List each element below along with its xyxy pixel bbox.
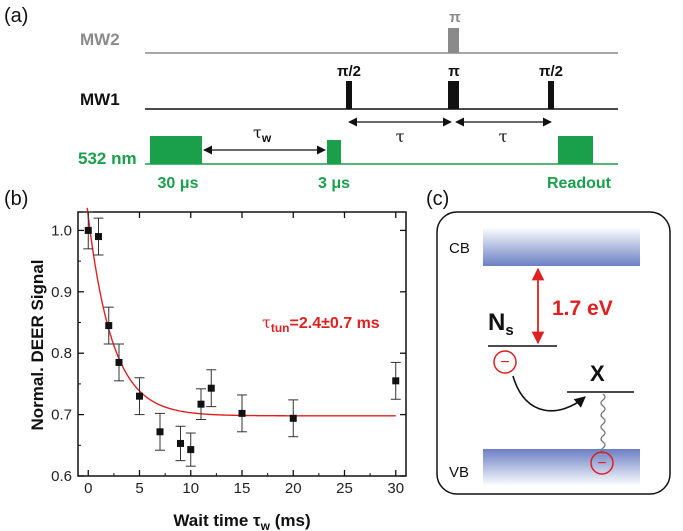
tau-w-label: τw <box>253 123 272 145</box>
x-tick-label: 5 <box>135 480 143 497</box>
mw2-label: MW2 <box>80 30 120 49</box>
mw1-pi-pulse <box>448 81 459 109</box>
data-point <box>238 409 246 417</box>
band-diagram-panel: (c) CB VB 1.7 eV Ns − X − <box>426 188 671 495</box>
data-point <box>207 384 215 392</box>
laser-label-readout: Readout <box>547 175 612 192</box>
tunneling-coil <box>600 393 606 455</box>
y-tick-label: 0.9 <box>51 284 72 301</box>
mw2-pi-pulse <box>448 28 459 53</box>
x-tick-label: 15 <box>234 480 251 497</box>
panel-label-a: (a) <box>4 5 28 27</box>
y-tick-label: 0.6 <box>51 468 72 485</box>
x-defect-label: X <box>590 361 605 386</box>
tau-label-2: τ <box>499 127 508 146</box>
data-point <box>115 358 123 366</box>
pulse-sequence-panel: (a) MW2 π MW1 π/2 π π/2 τ τ 532 nm τw 30… <box>4 5 618 192</box>
mw1-label: MW1 <box>80 90 120 109</box>
cb-label: CB <box>449 240 470 257</box>
data-point <box>156 428 164 436</box>
mw1-pulse-label-1: π/2 <box>337 63 361 80</box>
svg-text:−: − <box>500 354 509 371</box>
mw1-pulse-label-3: π/2 <box>539 63 563 80</box>
y-tick-label: 0.8 <box>51 345 72 362</box>
x-tick-label: 10 <box>182 480 199 497</box>
data-point <box>289 414 297 422</box>
fit-annotation: τtun=2.4±0.7 ms <box>262 313 380 335</box>
data-point <box>84 226 92 234</box>
panel-label-b: (b) <box>4 188 28 210</box>
plot-frame <box>77 211 407 477</box>
data-point <box>95 233 102 241</box>
mw1-pulse-label-2: π <box>448 63 460 80</box>
tau-label-1: τ <box>396 127 405 146</box>
data-point <box>187 446 195 454</box>
x-axis-label: Wait time τw (ms) <box>173 511 310 531</box>
mw1-pi-half-pulse-2 <box>548 81 554 109</box>
electron-transfer-arrow <box>512 375 586 412</box>
data-point <box>392 377 400 385</box>
y-tick-label: 1.0 <box>51 222 72 239</box>
data-point <box>197 400 205 408</box>
conduction-band <box>483 227 640 266</box>
valence-band <box>483 449 640 486</box>
laser-label-3us: 3 μs <box>318 175 350 192</box>
panel-label-c: (c) <box>426 188 449 210</box>
laser-pulse-short <box>327 140 341 164</box>
x-tick-label: 25 <box>336 480 353 497</box>
ns-label: Ns <box>488 309 514 339</box>
x-tick-label: 30 <box>387 480 404 497</box>
x-tick-label: 20 <box>285 480 302 497</box>
electron-ns: − <box>493 350 517 374</box>
laser-label-30us: 30 μs <box>158 175 199 192</box>
data-point <box>177 439 184 447</box>
plot-content: 0 5 10 15 20 25 30 0.6 0.7 0.8 0.9 1.0 <box>51 207 406 497</box>
laser-pulse-init <box>150 136 202 164</box>
y-tick-label: 0.7 <box>51 407 72 424</box>
y-axis-label: Normal. DEER Signal <box>28 260 47 431</box>
data-point <box>105 322 113 330</box>
svg-text:−: − <box>597 455 606 472</box>
fit-curve <box>86 207 396 417</box>
mw1-pi-half-pulse-1 <box>346 81 352 109</box>
mw2-pi-label: π <box>449 9 461 26</box>
deer-chart-panel: (b) 0 5 10 15 20 25 30 0.6 0.7 0.8 0.9 1.0 Normal. … <box>4 188 407 531</box>
laser-label: 532 nm <box>78 149 137 168</box>
vb-label: VB <box>449 464 469 481</box>
electron-vb: − <box>590 451 614 475</box>
band-frame <box>436 211 671 495</box>
gap-label: 1.7 eV <box>552 297 613 320</box>
x-tick-label: 0 <box>84 480 92 497</box>
laser-pulse-readout <box>558 136 593 164</box>
data-point <box>136 392 143 400</box>
